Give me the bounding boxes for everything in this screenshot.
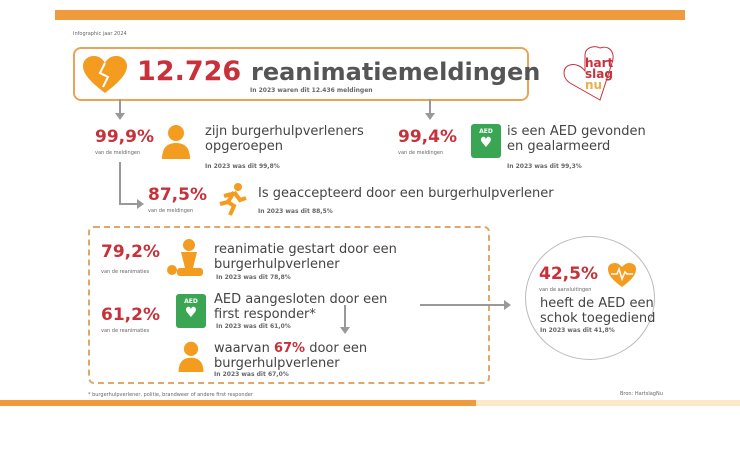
arrow-down-icon: [425, 113, 435, 120]
stat-prev: In 2023 was dit 88,5%: [258, 208, 333, 215]
stat-prev: In 2023 was dit 61,0%: [216, 323, 291, 330]
stat-text: en gealarmeerd: [507, 139, 611, 154]
stat-prev: In 2023 was dit 78,8%: [216, 274, 291, 281]
aed-label: AED: [184, 298, 198, 305]
logo-text-3: nu: [585, 78, 603, 92]
logo-heart-icon: [563, 46, 614, 101]
stat-caption: van de aansluitingen: [539, 287, 592, 293]
aed-icon: AED ♥: [471, 124, 501, 158]
top-bar: [55, 10, 685, 20]
total-count: 12.726: [137, 56, 242, 87]
heartbeat-icon: [608, 263, 636, 287]
hartslagnu-logo: hart slag nu: [560, 45, 630, 105]
arrow-right-icon: [137, 199, 144, 209]
stat-pct: 99,4%: [398, 127, 457, 147]
stat-prev: In 2023 was dit 67,0%: [214, 371, 289, 378]
arrow-line: [119, 99, 121, 113]
aed-label: AED: [479, 128, 493, 135]
stat-prev: In 2023 was dit 99,8%: [205, 163, 280, 170]
broken-heart-icon: [83, 56, 127, 93]
stat-text: zijn burgerhulpverleners: [205, 124, 364, 139]
stat-text: heeft de AED een: [540, 296, 654, 311]
stat-text-pre: waarvan: [214, 341, 274, 356]
footer-source: Bron: HartslagNu: [620, 391, 663, 397]
total-prev: In 2023 waren dit 12.436 meldingen: [250, 87, 373, 94]
stat-pct: 99,9%: [95, 127, 154, 147]
arrow-right-icon: [504, 300, 511, 310]
total-box: 12.726 reanimatiemeldingen In 2023 waren…: [73, 47, 540, 101]
stat-text: is een AED gevonden: [507, 124, 646, 139]
stat-prev: In 2023 was dit 41,8%: [540, 327, 615, 334]
stat-text: waarvan 67% door een: [214, 341, 367, 356]
footer-note: * burgerhulpverlener, politie, brandweer…: [88, 392, 253, 398]
stat-prev: In 2023 was dit 99,3%: [507, 163, 582, 170]
header-caption: Infographic jaar 2024: [73, 31, 127, 37]
total-label: reanimatiemeldingen: [251, 58, 541, 86]
logo-text-1: hart: [585, 56, 614, 70]
stat-pct: 61,2%: [101, 305, 160, 325]
result-circle: [525, 236, 655, 360]
stat-pct: 67%: [273, 341, 306, 356]
stat-pct: 79,2%: [101, 242, 160, 262]
stat-pct: 42,5%: [539, 264, 598, 284]
arrow-line: [119, 162, 121, 204]
stat-caption: van de meldingen: [398, 150, 444, 156]
stat-text: schok toegediend: [540, 311, 656, 326]
arrow-down-icon: [115, 113, 125, 120]
arrow-line: [420, 304, 505, 306]
stat-text: Is geaccepteerd door een burgerhulpverle…: [258, 186, 554, 201]
stat-caption: van de reanimaties: [101, 269, 150, 275]
arrow-down-icon: [340, 327, 350, 334]
person-icon: [178, 341, 204, 372]
bottom-accent-bar: [0, 400, 476, 406]
logo-text-2: slag: [585, 67, 613, 81]
stat-caption: van de reanimaties: [101, 328, 150, 334]
stat-pct: 87,5%: [148, 185, 207, 205]
arrow-line: [344, 305, 346, 327]
stat-text-post: door een: [305, 341, 368, 356]
stat-caption: van de meldingen: [148, 208, 194, 214]
stat-text: burgerhulpverlener: [214, 257, 340, 272]
stat-text: burgerhulpverlener: [214, 356, 340, 371]
aed-icon: AED ♥: [176, 294, 206, 328]
running-person-icon: [219, 183, 247, 216]
arrow-line: [119, 203, 138, 205]
stat-text: AED aangesloten door een: [214, 292, 388, 307]
stat-text: reanimatie gestart door een: [214, 242, 397, 257]
stat-caption: van de meldingen: [95, 150, 141, 156]
cpr-icon: [167, 239, 203, 276]
person-icon: [162, 125, 190, 159]
arrow-line: [429, 99, 431, 113]
stat-text: first responder*: [214, 307, 316, 322]
stat-text: opgeroepen: [205, 139, 283, 154]
